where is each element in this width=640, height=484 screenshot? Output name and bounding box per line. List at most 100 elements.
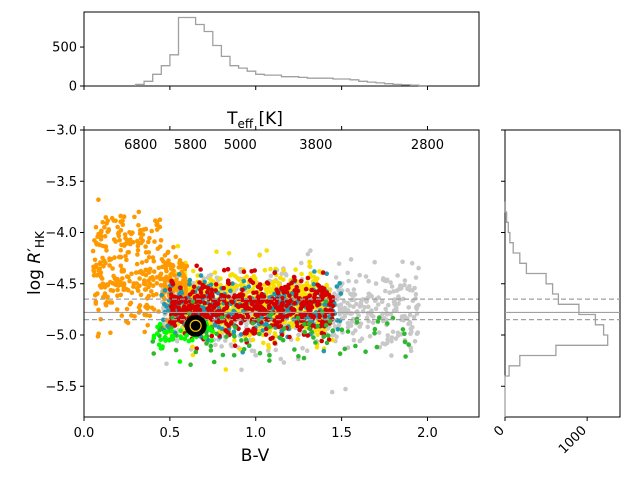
scatter-point bbox=[209, 338, 214, 343]
scatter-point bbox=[372, 259, 378, 265]
scatter-point bbox=[194, 346, 199, 351]
scatter-point bbox=[367, 334, 373, 339]
scatter-point bbox=[301, 355, 307, 361]
scatter-point bbox=[412, 339, 418, 344]
scatter-point bbox=[288, 298, 293, 303]
scatter-point bbox=[406, 342, 412, 347]
scatter-point bbox=[308, 313, 314, 318]
scatter-point bbox=[159, 292, 164, 298]
scatter-point bbox=[241, 347, 247, 352]
scatter-point bbox=[226, 251, 232, 256]
scatter-point bbox=[394, 288, 400, 293]
scatter-point bbox=[320, 270, 326, 275]
scatter-point bbox=[358, 321, 364, 327]
scatter-point bbox=[351, 297, 357, 303]
scatter-point bbox=[400, 327, 406, 332]
scatter-point bbox=[366, 304, 371, 310]
scatter-point bbox=[155, 331, 160, 336]
scatter-point bbox=[267, 328, 273, 334]
scatter-point bbox=[119, 282, 124, 287]
scatter-point bbox=[353, 328, 358, 333]
scatter-point bbox=[302, 329, 308, 335]
scatter-point bbox=[162, 282, 168, 287]
scatter-point bbox=[273, 304, 279, 310]
scatter-point bbox=[264, 248, 270, 253]
scatter-point bbox=[317, 269, 322, 274]
scatter-point bbox=[338, 291, 344, 296]
scatter-point bbox=[246, 284, 252, 289]
scatter-point bbox=[270, 335, 275, 341]
scatter-point bbox=[254, 302, 260, 308]
scatter-point bbox=[356, 313, 362, 318]
scatter-point bbox=[144, 302, 150, 308]
scatter-point bbox=[296, 332, 301, 338]
scatter-point bbox=[92, 292, 98, 298]
scatter-point bbox=[304, 280, 310, 286]
scatter-point bbox=[178, 328, 184, 334]
scatter-point bbox=[195, 303, 201, 309]
scatter-point bbox=[165, 249, 171, 255]
scatter-point bbox=[228, 321, 234, 326]
scatter-point bbox=[348, 291, 353, 297]
scatter-point bbox=[190, 344, 195, 350]
scatter-point bbox=[351, 287, 357, 292]
scatter-point bbox=[388, 280, 393, 285]
scatter-point bbox=[312, 269, 317, 274]
scatter-point bbox=[258, 305, 264, 310]
scatter-point bbox=[326, 337, 332, 342]
scatter-point bbox=[392, 302, 397, 307]
scatter-point bbox=[335, 327, 341, 332]
scatter-point bbox=[107, 263, 112, 268]
scatter-point bbox=[281, 326, 287, 331]
scatter-point bbox=[130, 230, 135, 235]
scatter-point bbox=[413, 275, 419, 280]
scatter-point bbox=[194, 263, 199, 269]
scatter-point bbox=[223, 367, 229, 372]
scatter-point bbox=[232, 334, 237, 339]
right-histogram: 0 1000 bbox=[491, 129, 621, 457]
scatter-point bbox=[324, 271, 330, 277]
scatter-point bbox=[187, 311, 192, 316]
scatter-point bbox=[197, 280, 202, 285]
scatter-point bbox=[266, 286, 272, 291]
scatter-point bbox=[148, 276, 153, 281]
scatter-point bbox=[311, 282, 317, 287]
scatter-point bbox=[175, 243, 181, 249]
scatter-point bbox=[313, 340, 318, 345]
scatter-point bbox=[146, 239, 151, 245]
scatter-point bbox=[357, 304, 363, 309]
scatter-point bbox=[99, 276, 105, 281]
scatter-point bbox=[190, 299, 196, 304]
scatter-point bbox=[225, 267, 231, 272]
scatter-point bbox=[278, 335, 283, 341]
scatter-point bbox=[273, 347, 279, 353]
scatter-point bbox=[178, 335, 184, 341]
teff-tick-label: 5800 bbox=[174, 138, 207, 153]
scatter-point bbox=[132, 214, 137, 220]
scatter-point bbox=[281, 268, 286, 273]
scatter-point bbox=[339, 327, 345, 333]
scatter-point bbox=[137, 269, 142, 275]
scatter-point bbox=[268, 273, 274, 279]
scatter-point bbox=[402, 313, 407, 319]
scatter-point bbox=[256, 317, 262, 323]
scatter-point bbox=[254, 290, 259, 295]
scatter-point bbox=[151, 307, 157, 312]
scatter-point bbox=[161, 317, 166, 323]
scatter-point bbox=[284, 272, 289, 278]
scatter-point bbox=[151, 351, 156, 356]
highlight-marker-ring bbox=[189, 319, 202, 332]
scatter-point bbox=[231, 353, 237, 358]
scatter-point bbox=[177, 281, 182, 287]
scatter-point bbox=[129, 271, 134, 277]
scatter-point bbox=[109, 300, 115, 305]
scatter-point bbox=[407, 312, 413, 318]
scatter-point bbox=[238, 332, 244, 337]
scatter-point bbox=[383, 306, 389, 312]
scatter-point bbox=[299, 271, 304, 277]
scatter-point bbox=[389, 335, 395, 340]
scatter-point bbox=[242, 304, 247, 309]
scatter-point bbox=[233, 325, 238, 330]
scatter-point bbox=[402, 278, 408, 283]
scatter-point bbox=[280, 317, 285, 322]
